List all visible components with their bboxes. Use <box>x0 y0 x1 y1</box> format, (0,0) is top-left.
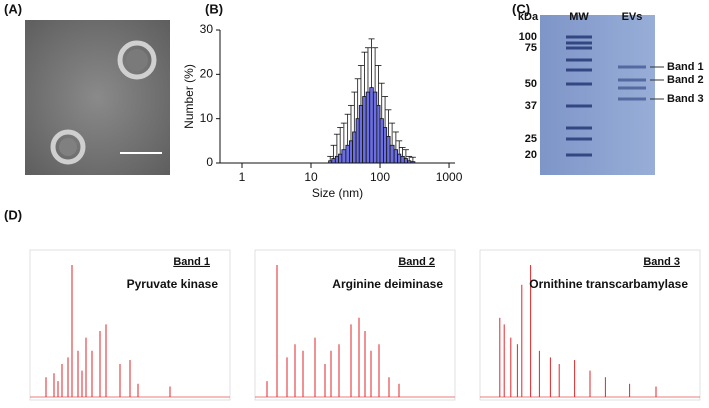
panel-label: (A) <box>4 1 22 16</box>
band-label: Band 1 <box>667 61 704 73</box>
y-tick-label: 0 <box>206 155 213 169</box>
bar <box>386 135 391 164</box>
bar <box>389 144 395 164</box>
bar <box>383 127 388 164</box>
band-title: Band 3 <box>643 256 680 268</box>
bar <box>403 158 408 164</box>
protein-name: Pyruvate kinase <box>127 277 219 291</box>
y-tick-label: 10 <box>200 111 214 125</box>
protein-name: Arginine deiminase <box>332 277 443 291</box>
bar <box>355 118 360 164</box>
error-bar <box>354 78 361 119</box>
y-axis-title: Number (%) <box>182 64 196 129</box>
protein-name: Ornithine transcarbamylase <box>529 277 688 291</box>
spectrum-frame <box>29 249 231 401</box>
error-bar <box>375 65 382 106</box>
error-bar <box>392 131 399 150</box>
error-bar <box>406 155 413 161</box>
band-label: Band 2 <box>667 74 704 86</box>
marker-label: 50 <box>525 78 537 90</box>
error-bar <box>399 147 406 157</box>
panel-label: (D) <box>4 207 22 222</box>
bar <box>393 149 399 164</box>
bar <box>345 144 350 164</box>
band-title: Band 2 <box>398 256 435 268</box>
bar <box>372 91 378 164</box>
error-bar <box>368 38 375 88</box>
y-tick-label: 30 <box>200 22 214 36</box>
error-bar <box>378 82 385 119</box>
x-tick-label: 100 <box>370 170 390 184</box>
spectrum-frame <box>254 249 456 401</box>
lane-label: MW <box>569 11 589 23</box>
error-bar <box>382 96 389 128</box>
error-bar <box>361 51 368 97</box>
tem-image <box>25 20 170 175</box>
error-bar <box>364 47 371 93</box>
y-tick-label: 20 <box>200 67 214 81</box>
panel-label: (C) <box>512 1 530 16</box>
bar <box>379 118 384 164</box>
marker-label: 75 <box>525 42 537 54</box>
error-bar <box>402 149 409 159</box>
error-bar <box>385 109 392 137</box>
bar <box>369 87 374 164</box>
bar <box>341 149 347 164</box>
bar <box>397 153 402 164</box>
bar <box>365 91 371 164</box>
x-axis-title: Size (nm) <box>312 186 363 200</box>
marker-label: 100 <box>519 31 537 43</box>
x-tick-label: 1 <box>239 170 246 184</box>
band-label: Band 3 <box>667 93 704 105</box>
panel-label: (B) <box>205 1 223 16</box>
error-bar <box>340 122 347 150</box>
gel-image <box>540 15 655 175</box>
marker-label: 25 <box>525 133 537 145</box>
error-bar <box>357 65 364 106</box>
bar <box>338 153 343 164</box>
bar <box>358 104 364 164</box>
error-bar <box>327 155 334 161</box>
gel-unit: kDa <box>518 11 539 23</box>
bar <box>349 140 353 164</box>
bar <box>352 131 357 164</box>
bar <box>334 155 339 164</box>
bar <box>362 96 367 164</box>
error-bar <box>337 127 344 155</box>
x-tick-label: 10 <box>304 170 318 184</box>
spectrum-frame <box>479 249 701 401</box>
error-bar <box>389 122 396 146</box>
marker-label: 20 <box>525 149 537 161</box>
error-bar <box>330 144 337 159</box>
error-bar <box>333 133 340 157</box>
bar <box>331 158 336 164</box>
x-tick-label: 1000 <box>436 170 463 184</box>
lane-label: EVs <box>622 11 643 23</box>
error-bar <box>396 140 403 155</box>
error-bar <box>372 47 379 93</box>
band-title: Band 1 <box>173 256 210 268</box>
bar <box>376 104 381 164</box>
error-bar <box>347 104 354 141</box>
marker-label: 37 <box>525 100 537 112</box>
bar <box>400 155 405 164</box>
error-bar <box>351 91 358 132</box>
error-bar <box>409 156 416 162</box>
error-bar <box>344 113 351 146</box>
